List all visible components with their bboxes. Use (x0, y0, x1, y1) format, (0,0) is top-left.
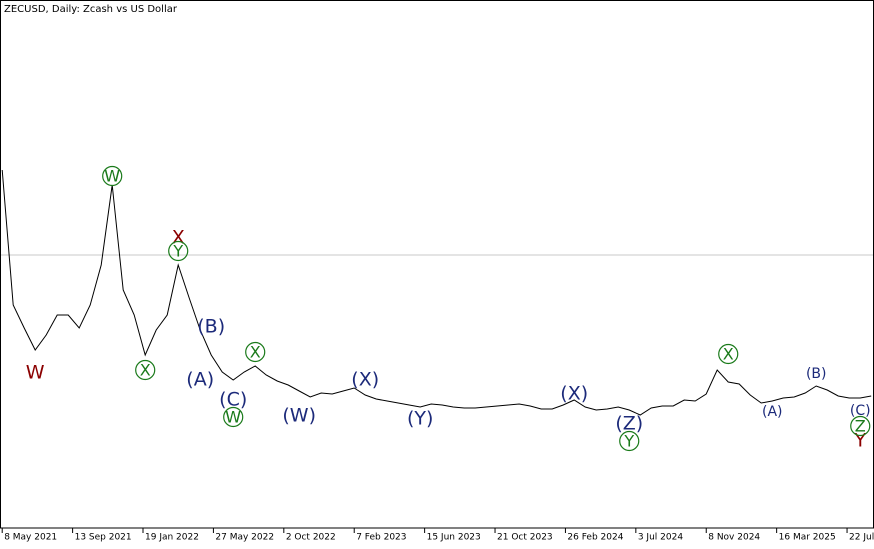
wave-label: (B) (197, 316, 225, 338)
wave-label: (X) (351, 369, 379, 391)
wave-label: (X) (560, 383, 588, 405)
wave-label: X (245, 341, 266, 363)
wave-text: (C) (219, 389, 247, 411)
wave-text: (A) (762, 404, 783, 420)
wave-label: (B) (806, 366, 827, 382)
wave-label: (Y) (407, 408, 433, 430)
wave-text: W (26, 362, 45, 384)
wave-circle (102, 165, 123, 187)
wave-circle (850, 415, 871, 437)
x-tick-label: 26 Feb 2024 (567, 533, 623, 543)
x-tick-label: 8 May 2021 (4, 533, 57, 543)
wave-circle (168, 240, 189, 262)
wave-circle (223, 406, 244, 428)
wave-label: (C) (219, 389, 247, 411)
wave-label: (C) (850, 403, 871, 419)
wave-text: X (172, 227, 185, 249)
x-tick-label: 16 Mar 2025 (779, 533, 836, 543)
wave-label: X (172, 227, 185, 249)
wave-text: (B) (806, 366, 827, 382)
wave-circle (135, 359, 156, 381)
wave-text: Y (623, 432, 634, 451)
wave-circle (245, 341, 266, 363)
wave-text: (B) (197, 316, 225, 338)
wave-text: W (104, 167, 120, 186)
x-tick-label: 3 Jul 2024 (638, 533, 683, 543)
wave-text: W (225, 408, 241, 427)
x-tick-label: 22 Jul 2025 (849, 533, 874, 543)
wave-text: (W) (282, 405, 316, 427)
x-tick-label: 27 May 2022 (215, 533, 274, 543)
wave-text: (A) (186, 369, 214, 391)
wave-label: Y (168, 240, 189, 262)
wave-label: Z (850, 415, 871, 437)
x-tick-label: 15 Jun 2023 (427, 533, 481, 543)
x-tick-label: 19 Jan 2022 (145, 533, 199, 543)
wave-label: W (223, 406, 244, 428)
wave-text: Z (855, 417, 866, 436)
wave-text: (Y) (407, 408, 433, 430)
wave-label: (W) (282, 405, 316, 427)
x-tick-label: 7 Feb 2023 (356, 533, 406, 543)
wave-circle (619, 430, 640, 452)
x-tick-label: 13 Sep 2021 (75, 533, 132, 543)
price-line (1, 169, 872, 416)
plot-frame (0, 0, 874, 529)
chart-title: ZECUSD, Daily: Zcash vs US Dollar (4, 4, 178, 15)
wave-circle (718, 343, 739, 365)
wave-text: X (250, 343, 261, 362)
wave-text: (X) (351, 369, 379, 391)
wave-label: (Z) (615, 413, 643, 435)
wave-label: Y (619, 430, 640, 452)
wave-text: (X) (560, 383, 588, 405)
wave-label: (A) (762, 404, 783, 420)
wave-label: W (26, 362, 45, 384)
x-tick-label: 8 Nov 2024 (708, 533, 760, 543)
wave-label: X (135, 359, 156, 381)
wave-text: Y (172, 242, 183, 261)
wave-label: W (102, 165, 123, 187)
wave-text: X (723, 345, 734, 364)
wave-text: (C) (850, 403, 871, 419)
wave-label: X (718, 343, 739, 365)
x-tick-label: 2 Oct 2022 (286, 533, 336, 543)
x-tick-label: 21 Oct 2023 (497, 533, 553, 543)
wave-label: (A) (186, 369, 214, 391)
wave-text: X (140, 361, 151, 380)
wave-text: (Z) (615, 413, 643, 435)
